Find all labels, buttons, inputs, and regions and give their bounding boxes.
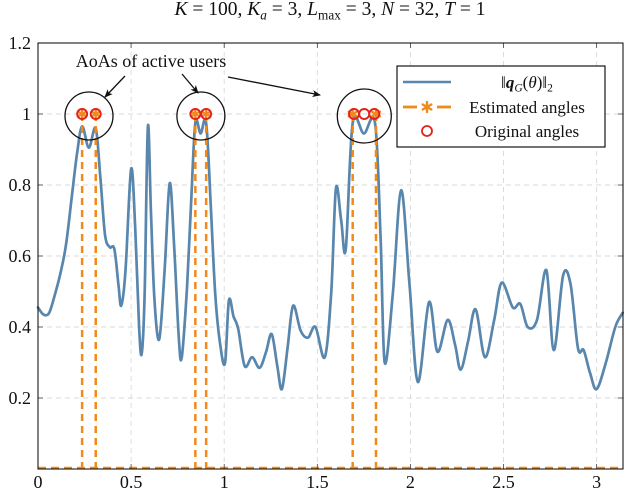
estimated-angle-marker-icon xyxy=(90,108,101,120)
annotation-overlay xyxy=(64,73,392,144)
asterisk-stroke xyxy=(201,110,212,118)
asterisk-stroke xyxy=(76,110,88,118)
y-tick-label: 1 xyxy=(22,104,31,124)
x-tick-label: 2.5 xyxy=(492,472,515,492)
annotation-arrow-icon xyxy=(181,73,199,94)
peak-highlight-circle xyxy=(176,91,226,141)
aoa-annotation-label: AoAs of active users xyxy=(76,51,226,71)
x-tick-label: 3 xyxy=(592,472,601,492)
annotation-arrow-icon xyxy=(104,75,126,98)
legend-asterisk-glyph xyxy=(421,100,433,114)
qg-norm-curve xyxy=(36,115,625,391)
legend-box xyxy=(396,65,606,148)
x-tick-label: 1.5 xyxy=(306,472,329,492)
x-tick-label: 0.5 xyxy=(120,472,143,492)
annotation-arrow-icon xyxy=(227,76,321,97)
chart-title: K = 100, Ka = 3, Lmax = 3, N = 32, T = 1 xyxy=(174,0,486,22)
y-tick-label: 0.2 xyxy=(9,388,32,408)
x-tick-label: 1 xyxy=(220,472,229,492)
series-layer xyxy=(36,108,625,470)
asterisk-stroke xyxy=(90,110,101,118)
peak-highlight-circle xyxy=(64,91,114,141)
x-tick-label: 2 xyxy=(406,472,415,492)
y-tick-label: 0.4 xyxy=(9,317,32,337)
peak-highlight-circle xyxy=(336,88,392,144)
estimated-angle-marker-icon xyxy=(190,108,201,120)
estimated-angle-marker-icon xyxy=(76,108,88,120)
original-angle-marker-icon xyxy=(200,108,213,120)
legend-asterisk-icon xyxy=(421,100,433,114)
axis-frame xyxy=(37,42,624,470)
asterisk-stroke xyxy=(190,110,201,118)
legend-circle-icon xyxy=(421,125,433,137)
tick-labels: 0 0.5 1 1.5 2 2.5 3 0.2 0.4 0.6 0.8 1 1.2 xyxy=(9,33,602,492)
y-tick-label: 0.8 xyxy=(9,175,32,195)
x-tick-label: 0 xyxy=(34,472,43,492)
original-angle-marker-icon xyxy=(368,108,381,120)
legend-label-qg: ‖qG(θ)‖2 xyxy=(501,73,553,95)
y-tick-label: 1.2 xyxy=(9,33,32,53)
original-angle-marker-icon xyxy=(89,108,102,120)
estimated-angle-marker-icon xyxy=(201,108,212,120)
legend-label-estimated: Estimated angles xyxy=(469,98,585,117)
legend: ‖qG(θ)‖2 Estimated angles Original angle… xyxy=(396,65,606,148)
original-angle-marker-icon xyxy=(76,108,89,120)
y-tick-label: 0.6 xyxy=(9,246,32,266)
asterisk-stroke xyxy=(421,103,433,111)
legend-label-original: Original angles xyxy=(475,122,579,141)
